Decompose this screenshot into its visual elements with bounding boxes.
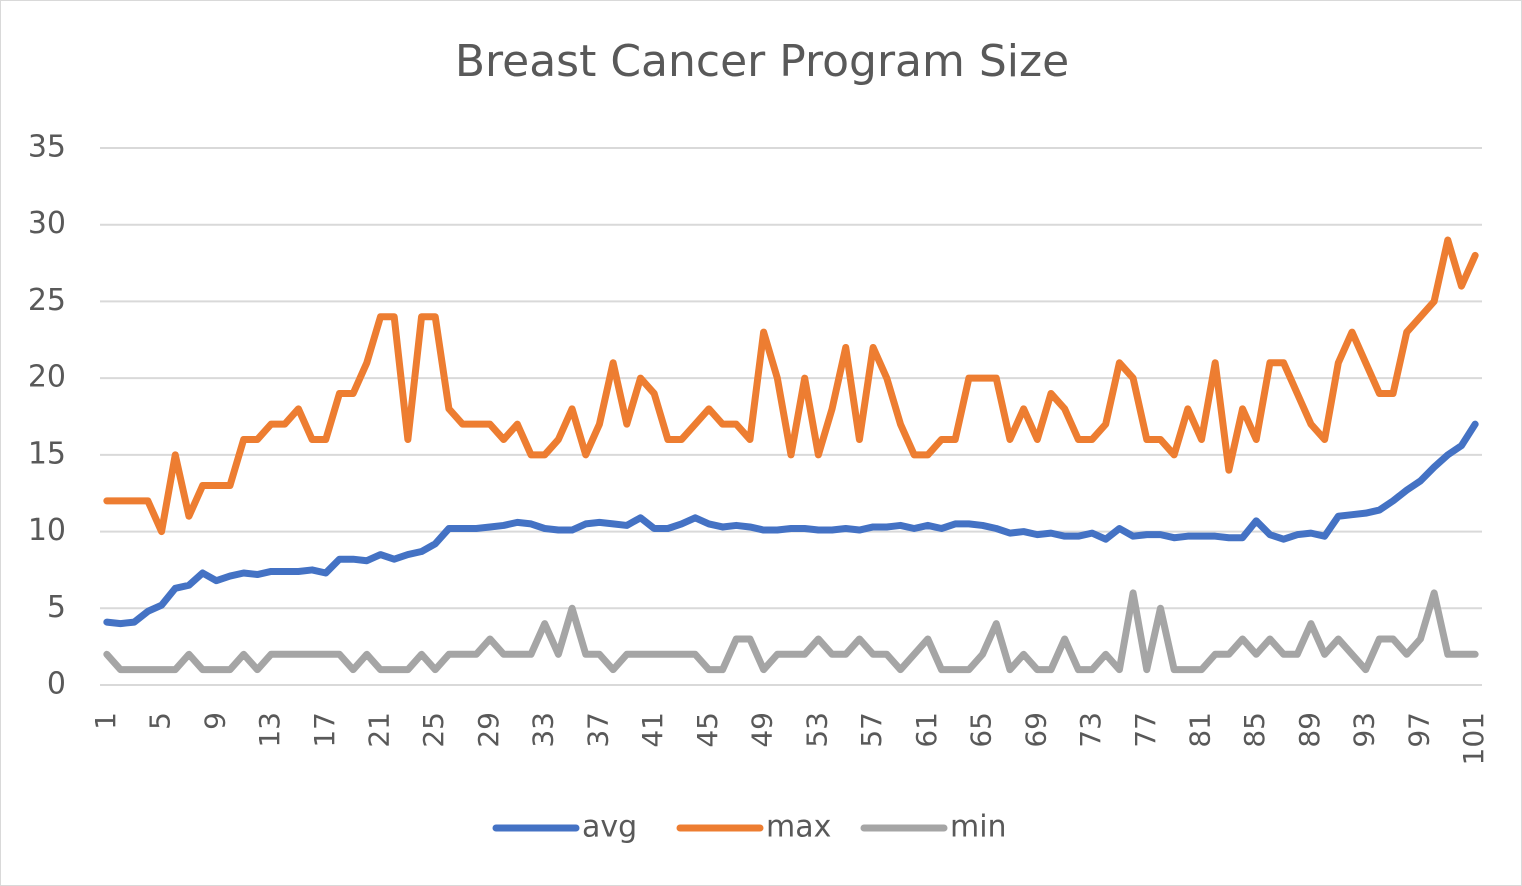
x-tick-label: 9 <box>198 712 231 730</box>
x-tick-label: 81 <box>1183 712 1216 748</box>
series-line <box>103 420 1479 628</box>
x-tick-label: 13 <box>253 712 286 748</box>
x-tick-label: 101 <box>1457 712 1490 765</box>
x-tick-label: 29 <box>472 712 505 748</box>
x-tick-label: 89 <box>1293 712 1326 748</box>
x-tick-label: 5 <box>144 712 177 730</box>
x-tick-label: 61 <box>910 712 943 748</box>
chart-title: Breast Cancer Program Size <box>455 36 1069 87</box>
x-tick-label: 45 <box>691 712 724 748</box>
y-tick-label: 10 <box>28 513 66 548</box>
series-line <box>103 589 1479 674</box>
x-tick-label: 49 <box>746 712 779 748</box>
y-tick-label: 25 <box>28 283 66 318</box>
x-tick-label: 69 <box>1019 712 1052 748</box>
y-tick-label: 15 <box>28 436 66 471</box>
x-tick-label: 33 <box>527 712 560 748</box>
x-tick-label: 93 <box>1348 712 1381 748</box>
y-tick-label: 5 <box>47 590 66 625</box>
y-tick-label: 35 <box>28 130 66 165</box>
y-tick-label: 20 <box>28 360 66 395</box>
y-tick-label: 0 <box>47 667 66 702</box>
x-tick-label: 57 <box>855 712 888 748</box>
legend-label: avg <box>582 810 637 845</box>
x-tick-label: 85 <box>1238 712 1271 748</box>
y-tick-label: 30 <box>28 206 66 241</box>
x-tick-label: 77 <box>1129 712 1162 748</box>
series-line <box>103 236 1479 536</box>
x-tick-label: 21 <box>363 712 396 748</box>
x-tick-label: 1 <box>89 712 122 730</box>
x-tick-label: 53 <box>800 712 833 748</box>
x-tick-label: 41 <box>636 712 669 748</box>
x-tick-label: 17 <box>308 712 341 748</box>
x-tick-label: 97 <box>1402 712 1435 748</box>
x-tick-label: 25 <box>417 712 450 748</box>
x-tick-label: 73 <box>1074 712 1107 748</box>
x-tick-label: 65 <box>965 712 998 748</box>
legend-label: max <box>766 810 831 845</box>
x-tick-label: 37 <box>581 712 614 748</box>
legend-label: min <box>950 810 1007 845</box>
